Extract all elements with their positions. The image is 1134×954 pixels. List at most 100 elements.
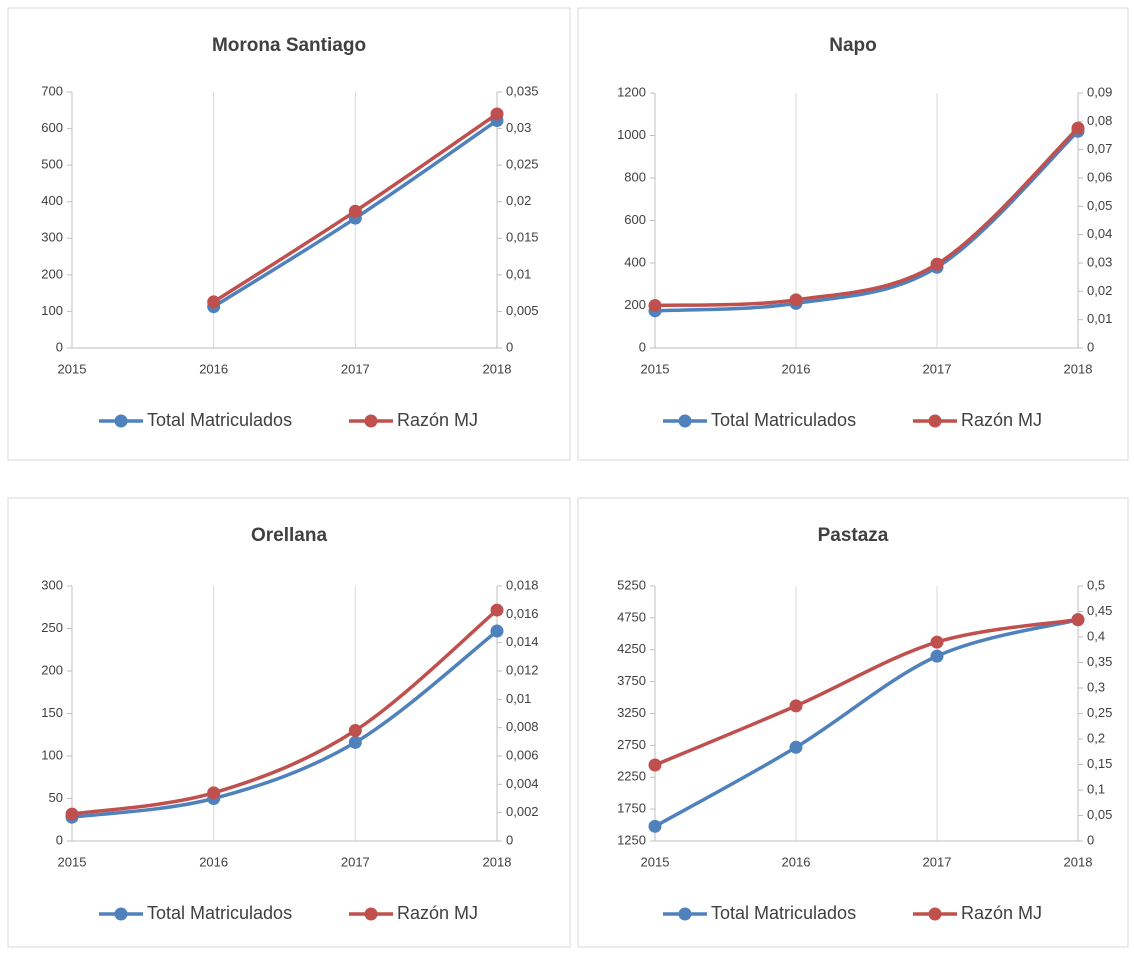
y-tick-label: 300 [41, 230, 63, 245]
y-tick-label: 250 [41, 620, 63, 635]
y2-tick-label: 0,45 [1087, 603, 1112, 618]
y2-tick-label: 0,08 [1087, 113, 1112, 128]
data-point [789, 740, 803, 754]
x-tick-label: 2018 [1064, 361, 1093, 376]
y-tick-label: 700 [41, 83, 63, 98]
y2-tick-label: 0,25 [1087, 705, 1112, 720]
x-tick-label: 2017 [923, 854, 952, 869]
y-tick-label: 5250 [617, 577, 646, 592]
panel-border [7, 7, 571, 461]
series-line [654, 129, 1080, 313]
data-point [348, 724, 362, 737]
y2-tick-label: 0,012 [506, 662, 539, 677]
x-tick-label: 2015 [641, 361, 670, 376]
y-tick-label: 4250 [617, 641, 646, 656]
data-point [930, 257, 944, 271]
x-tick-label: 2018 [483, 854, 512, 869]
y2-tick-label: 0,025 [506, 157, 539, 172]
data-point [789, 293, 803, 307]
y-tick-label: 0 [56, 339, 63, 354]
legend-label: Total Matriculados [711, 410, 856, 430]
legend-marker [928, 414, 942, 428]
series-line [71, 629, 499, 819]
y-tick-label: 300 [41, 577, 63, 592]
legend-marker [928, 907, 942, 921]
y-tick-label: 1250 [617, 832, 646, 847]
y2-tick-label: 0 [506, 339, 513, 354]
legend-marker [364, 414, 378, 428]
x-tick-label: 2017 [341, 854, 370, 869]
y2-tick-label: 0,02 [506, 193, 531, 208]
legend-label: Total Matriculados [147, 903, 292, 923]
y-tick-label: 1750 [617, 801, 646, 816]
y2-tick-label: 0,15 [1087, 756, 1112, 771]
data-point [648, 299, 662, 312]
y2-tick-label: 0,4 [1087, 628, 1105, 643]
chart-title: Napo [829, 35, 877, 56]
y2-tick-label: 0,02 [1087, 283, 1112, 298]
y2-tick-label: 0,035 [506, 83, 539, 98]
y2-tick-label: 0,01 [506, 691, 531, 706]
x-tick-label: 2016 [782, 361, 811, 376]
x-tick-label: 2017 [923, 361, 952, 376]
legend-label: Total Matriculados [147, 410, 292, 430]
y2-tick-label: 0,35 [1087, 654, 1112, 669]
y2-tick-label: 0 [1087, 832, 1094, 847]
x-tick-label: 2016 [199, 854, 228, 869]
y2-tick-label: 0,01 [506, 266, 531, 281]
y-tick-label: 600 [624, 212, 646, 227]
chart-panel: Pastaza 2015 2016 2017 2018 1250 1750 2250 2750 3… [577, 497, 1129, 948]
data-point [789, 699, 803, 713]
y-tick-label: 200 [624, 297, 646, 312]
legend-label: Razón MJ [961, 903, 1042, 923]
legend-label: Total Matriculados [711, 903, 856, 923]
y-tick-label: 200 [41, 662, 63, 677]
y-tick-label: 2750 [617, 737, 646, 752]
chart-panel: Napo 2015 2016 2017 2018 0 200 400 600 800 1000 120… [577, 7, 1129, 461]
y2-tick-label: 0,006 [506, 747, 539, 762]
y-tick-label: 2250 [617, 769, 646, 784]
y2-tick-label: 0,09 [1087, 84, 1112, 99]
data-point [648, 819, 662, 833]
y-tick-label: 100 [41, 747, 63, 762]
y2-tick-label: 0,07 [1087, 141, 1112, 156]
x-tick-label: 2015 [641, 854, 670, 869]
y-tick-label: 0 [639, 339, 646, 354]
y2-tick-label: 0,05 [1087, 807, 1112, 822]
chart-panel: Orellana 2015 2016 2017 2018 0 50 100 150 200 250 3… [7, 497, 571, 948]
y-tick-label: 1200 [617, 84, 646, 99]
y2-tick-label: 0,03 [506, 120, 531, 135]
data-point [207, 295, 221, 309]
x-tick-label: 2015 [58, 361, 87, 376]
y2-tick-label: 0,014 [506, 634, 539, 649]
y2-tick-label: 0,002 [506, 804, 539, 819]
series-line [654, 618, 1079, 828]
y-tick-label: 400 [624, 254, 646, 269]
data-point [348, 204, 362, 218]
panel-border [7, 497, 571, 948]
x-tick-label: 2018 [483, 361, 512, 376]
y2-tick-label: 0 [1087, 339, 1094, 354]
y2-tick-label: 0,04 [1087, 226, 1112, 241]
data-point [648, 758, 662, 772]
legend-label: Razón MJ [961, 410, 1042, 430]
y2-tick-label: 0,03 [1087, 254, 1112, 269]
y-tick-label: 0 [56, 832, 63, 847]
y2-tick-label: 0,018 [506, 577, 539, 592]
data-point [490, 603, 504, 617]
x-tick-label: 2016 [782, 854, 811, 869]
chart-title: Orellana [251, 525, 327, 546]
data-point [1071, 613, 1085, 627]
y2-tick-label: 0,05 [1087, 198, 1112, 213]
series-line [654, 126, 1080, 308]
y2-tick-label: 0,2 [1087, 730, 1105, 745]
y2-tick-label: 0,005 [506, 303, 539, 318]
data-point [65, 807, 79, 821]
y2-tick-label: 0,06 [1087, 169, 1112, 184]
data-point [490, 624, 504, 638]
y2-tick-label: 0,5 [1087, 577, 1105, 592]
y-tick-label: 50 [49, 790, 63, 805]
y2-tick-label: 0 [506, 832, 513, 847]
